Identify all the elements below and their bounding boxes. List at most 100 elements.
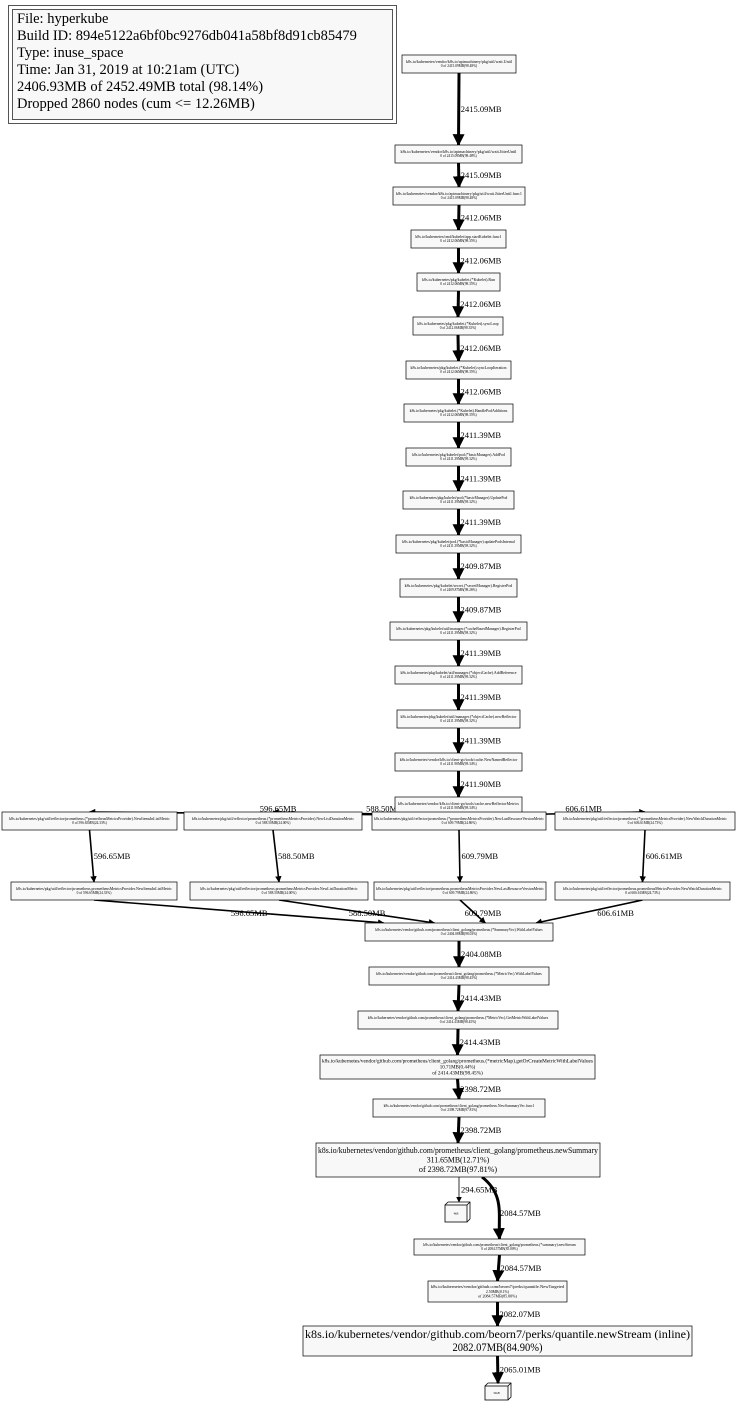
graph-edge[interactable]: 294.65MB <box>456 1177 498 1203</box>
graph-edge[interactable]: 2404.08MB <box>453 941 502 969</box>
graph-edge[interactable]: 2411.39MB <box>452 728 502 755</box>
node-value: 0 of 2411.39MB(98.32%) <box>440 719 477 723</box>
graph-edge[interactable]: 2415.09MB <box>452 162 502 189</box>
graph-edge[interactable]: 2411.39MB <box>452 640 502 668</box>
node-value: 0 of 2411.39MB(98.32%) <box>440 675 477 679</box>
graph-edge[interactable]: 2409.87MB <box>452 597 502 624</box>
graph-edge[interactable]: 2398.72MB <box>452 1116 502 1145</box>
node-value: 311.65MB(12.71%) <box>427 1155 490 1165</box>
graph-edge[interactable]: 2412.06MB <box>452 334 501 363</box>
node-value: 0 of 596.65MB(24.33%) <box>77 891 113 895</box>
node-value: 0 of 2415.09MB(98.48%) <box>440 154 477 158</box>
graph-node[interactable]: k8s.io/kubernetes/vendor/github.com/prom… <box>413 1238 586 1256</box>
graph-node[interactable]: k8s.io/kubernetes/vendor/github.com/prom… <box>315 1142 601 1178</box>
graph-edge[interactable]: 2084.57MB <box>481 1175 541 1241</box>
graph-node[interactable]: k8s.io/kubernetes/pkg/util/reflector/pro… <box>189 881 369 901</box>
graph-edge[interactable]: 2412.06MB <box>452 204 502 232</box>
node-box <box>412 316 504 336</box>
graph-edge[interactable]: 2065.01MB <box>491 1355 541 1385</box>
graph-edge[interactable]: 2414.43MB <box>451 1028 501 1057</box>
graph-node[interactable]: k8s.io/kubernetes/pkg/kubelet.(*Kubelet)… <box>416 272 501 292</box>
graph-node[interactable]: k8s.io/kubernetes/pkg/util/reflector/pro… <box>554 811 736 831</box>
node-function-name: k8s.io/kubernetes/vendor/github.com/prom… <box>384 1104 535 1108</box>
graph-edge[interactable]: 588.50MB <box>278 899 436 926</box>
node-box <box>399 578 518 598</box>
edge-line <box>535 899 643 925</box>
graph-node[interactable]: k8s.io/kubernetes/pkg/kubelet.(*Kubelet)… <box>412 316 504 336</box>
graph-edge[interactable]: 609.79MB <box>456 829 498 883</box>
graph-edge[interactable]: 606.61MB <box>639 829 683 883</box>
graph-edge[interactable]: 2412.06MB <box>452 248 502 275</box>
graph-node[interactable]: k8s.io/kubernetes/vendor/github.com/prom… <box>319 1054 596 1080</box>
graph-edge[interactable]: 588.50MB <box>272 829 315 883</box>
graph-node[interactable]: k8s.io/kubernetes/pkg/util/reflector/pro… <box>1 811 178 831</box>
graph-edge[interactable]: 2082.07MB <box>491 1302 541 1328</box>
edge-weight-label: 606.61MB <box>646 851 683 861</box>
graph-node[interactable]: k8s.io/kubernetes/pkg/kubelet/secret.(*s… <box>399 578 518 598</box>
graph-node[interactable]: k8s.io/kubernetes/vendor/github.com/beor… <box>427 1280 568 1303</box>
graph-node[interactable]: k8s.io/kubernetes/pkg/util/reflector/pro… <box>183 811 363 831</box>
graph-node[interactable]: k8s.io/kubernetes/vendor/k8s.io/apimachi… <box>401 54 517 74</box>
graph-edge[interactable]: 596.65MB <box>93 899 385 926</box>
edge-weight-label: 2412.06MB <box>461 387 502 397</box>
graph-edge[interactable]: 2084.57MB <box>492 1254 542 1283</box>
node-box <box>392 186 526 206</box>
graph-node[interactable]: k8s.io/kubernetes/vendor/k8s.io/apimachi… <box>394 144 523 164</box>
graph-node[interactable]: k8s.io/kubernetes/pkg/util/reflector/pro… <box>373 881 547 901</box>
graph-node[interactable]: k8s.io/kubernetes/cmd/kubelet/app.startK… <box>410 229 507 249</box>
graph-edge[interactable]: 2409.87MB <box>452 553 502 581</box>
graph-edge[interactable]: 2398.72MB <box>452 1078 502 1101</box>
node-function-name: k8s.io/kubernetes/vendor/github.com/prom… <box>423 1243 576 1247</box>
graph-edge[interactable]: 2412.06MB <box>452 290 501 319</box>
graph-node[interactable]: k8s.io/kubernetes/pkg/util/reflector/pro… <box>10 881 178 901</box>
graph-node[interactable]: k8s.io/kubernetes/pkg/kubelet.(*Kubelet)… <box>403 403 514 423</box>
node-box <box>394 665 523 685</box>
graph-edge[interactable]: 2411.39MB <box>452 422 502 450</box>
graph-node[interactable]: k8s.io/kubernetes/pkg/kubelet/pod.(*basi… <box>395 534 522 554</box>
graph-node[interactable]: k8s.io/kubernetes/pkg/kubelet/util/manag… <box>394 665 523 685</box>
graph-edge[interactable]: 2412.06MB <box>452 379 502 406</box>
node-function-name: k8s.io/kubernetes/pkg/util/reflector/pro… <box>200 887 358 891</box>
graph-node[interactable]: k8s.io/kubernetes/pkg/kubelet.(*Kubelet)… <box>405 360 512 380</box>
graph-edge[interactable]: 2415.09MB <box>452 72 502 147</box>
graph-node[interactable]: k8s.io/kubernetes/vendor/k8s.io/client-g… <box>394 752 523 772</box>
node-value: 0 of 2404.08MB(98.03%) <box>441 932 478 936</box>
node-3d-edge <box>448 1201 471 1223</box>
graph-node[interactable]: k8s.io/kubernetes/vendor/k8s.io/apimachi… <box>392 186 526 206</box>
graph-node[interactable]: k8s.io/kubernetes/vendor/github.com/prom… <box>364 922 554 942</box>
graph-edge[interactable]: 2411.39MB <box>452 509 502 537</box>
graph-edge[interactable]: 2411.39MB <box>452 466 502 493</box>
graph-node[interactable]: k8s.io/kubernetes/vendor/github.com/prom… <box>372 1098 546 1118</box>
graph-node[interactable]: k8s.io/kubernetes/vendor/github.com/prom… <box>368 966 550 986</box>
graph-edge[interactable]: 2411.90MB <box>452 771 502 799</box>
edge-weight-label: 2412.06MB <box>461 213 502 223</box>
edge-weight-label: 2411.39MB <box>461 430 502 440</box>
node-value: of 2414.43MB(98.45%) <box>432 1070 483 1077</box>
edge-weight-label: 2411.90MB <box>461 779 502 789</box>
graph-node[interactable]: k8s.io/kubernetes/pkg/kubelet/pod.(*basi… <box>402 490 515 510</box>
node-box <box>444 1204 468 1223</box>
node-function-name: k8s.io/kubernetes/pkg/kubelet.(*Kubelet)… <box>410 409 508 413</box>
node-value: 0 of 606.61MB(24.73%) <box>628 821 664 825</box>
graph-node[interactable]: k8s.io/kubernetes/pkg/kubelet/util/manag… <box>389 621 528 641</box>
node-value: 0 of 596.65MB(24.33%) <box>72 821 108 825</box>
graph-edge[interactable]: 2411.39MB <box>452 684 502 712</box>
graph-edge[interactable]: 2414.43MB <box>452 984 502 1013</box>
edge-weight-label: 2412.06MB <box>461 256 502 266</box>
graph-node[interactable]: k8s.io/kubernetes/vendor/github.com/beor… <box>302 1325 693 1357</box>
graph-node[interactable]: k8s.io/kubernetes/pkg/kubelet/pod.(*basi… <box>405 447 512 467</box>
node-value: 0 of 2411.39MB(98.32%) <box>440 457 477 461</box>
node-value: 2082.07MB(84.90%) <box>453 1342 543 1354</box>
graph-node[interactable]: k8s.io/kubernetes/pkg/util/reflector/pro… <box>554 881 731 901</box>
graph-edge[interactable]: 596.65MB <box>88 829 131 883</box>
graph-node[interactable]: 32kB <box>484 1382 512 1401</box>
edge-weight-label: 2404.08MB <box>461 949 502 959</box>
graph-node[interactable]: k8s.io/kubernetes/pkg/kubelet/util/manag… <box>396 709 521 729</box>
graph-node[interactable]: 4kB <box>444 1201 471 1223</box>
graph-node[interactable]: k8s.io/kubernetes/vendor/github.com/prom… <box>357 1010 559 1030</box>
graph-edge[interactable]: 609.79MB <box>459 899 502 924</box>
node-function-name: k8s.io/kubernetes/vendor/k8s.io/apimachi… <box>406 60 512 64</box>
graph-edge[interactable]: 606.61MB <box>535 899 643 925</box>
graph-node[interactable]: k8s.io/kubernetes/pkg/util/reflector/pro… <box>371 811 547 831</box>
